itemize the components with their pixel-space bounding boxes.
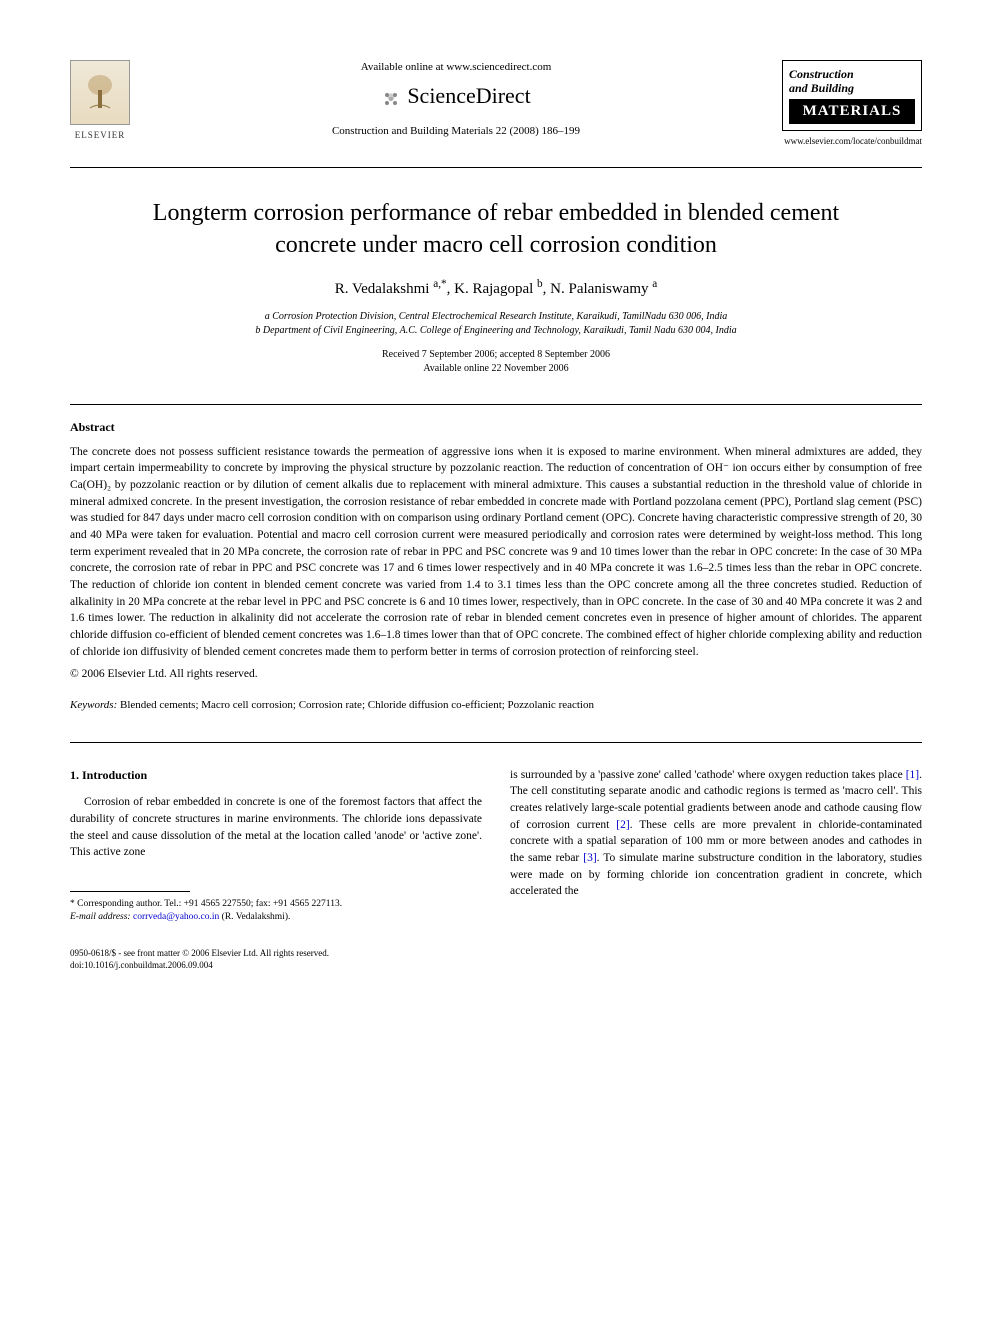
journal-logo-line1: Construction — [789, 67, 915, 81]
footer-front-matter: 0950-0618/$ - see front matter © 2006 El… — [70, 948, 922, 960]
available-online-text: Available online at www.sciencedirect.co… — [361, 60, 552, 75]
affiliation-a: a Corrosion Protection Division, Central… — [70, 310, 922, 324]
intro-heading: 1. Introduction — [70, 767, 482, 784]
article-title: Longterm corrosion performance of rebar … — [110, 198, 882, 260]
header-row: ELSEVIER Available online at www.science… — [70, 60, 922, 147]
journal-url: www.elsevier.com/locate/conbuildmat — [782, 135, 922, 148]
footer: 0950-0618/$ - see front matter © 2006 El… — [70, 948, 922, 971]
header-rule — [70, 167, 922, 168]
left-column: 1. Introduction Corrosion of rebar embed… — [70, 767, 482, 925]
authors-list: R. Vedalakshmi a,*, K. Rajagopal b, N. P… — [70, 277, 922, 300]
footnote-separator — [70, 891, 190, 892]
journal-logo-line2: and Building — [789, 81, 915, 95]
footnote-email-tail: (R. Vedalakshmi). — [222, 912, 291, 922]
keywords-label: Keywords: — [70, 699, 117, 711]
affiliations: a Corrosion Protection Division, Central… — [70, 310, 922, 338]
abstract-copyright: © 2006 Elsevier Ltd. All rights reserved… — [70, 666, 922, 682]
dates-received: Received 7 September 2006; accepted 8 Se… — [70, 348, 922, 362]
header-center: Available online at www.sciencedirect.co… — [130, 60, 782, 140]
publisher-name: ELSEVIER — [75, 129, 126, 142]
elsevier-tree-icon — [70, 60, 130, 125]
footnote-email-line: E-mail address: corrveda@yahoo.co.in (R.… — [70, 911, 482, 924]
abstract-text: The concrete does not possess sufficient… — [70, 444, 922, 661]
footnote-email-label: E-mail address: — [70, 912, 131, 922]
footnote-email-link[interactable]: corrveda@yahoo.co.in — [133, 912, 219, 922]
keywords-rule — [70, 742, 922, 743]
ref-link-3[interactable]: [3] — [583, 852, 596, 864]
keywords: Keywords: Blended cements; Macro cell co… — [70, 698, 922, 713]
journal-logo: Construction and Building MATERIALS — [782, 60, 922, 131]
intro-para-right: is surrounded by a 'passive zone' called… — [510, 767, 922, 900]
footer-doi: doi:10.1016/j.conbuildmat.2006.09.004 — [70, 960, 922, 972]
sciencedirect-icon — [381, 87, 401, 107]
journal-logo-line3: MATERIALS — [789, 99, 915, 124]
body-columns: 1. Introduction Corrosion of rebar embed… — [70, 767, 922, 925]
journal-logo-block: Construction and Building MATERIALS www.… — [782, 60, 922, 147]
right-column: is surrounded by a 'passive zone' called… — [510, 767, 922, 925]
journal-reference: Construction and Building Materials 22 (… — [332, 124, 580, 139]
publisher-logo-block: ELSEVIER — [70, 60, 130, 142]
article-dates: Received 7 September 2006; accepted 8 Se… — [70, 348, 922, 376]
abstract-heading: Abstract — [70, 419, 922, 436]
keywords-text: Blended cements; Macro cell corrosion; C… — [120, 699, 594, 711]
affiliation-b: b Department of Civil Engineering, A.C. … — [70, 324, 922, 338]
dates-online: Available online 22 November 2006 — [70, 362, 922, 376]
corresponding-author-footnote: * Corresponding author. Tel.: +91 4565 2… — [70, 898, 482, 925]
abstract-top-rule — [70, 404, 922, 405]
ref-link-1[interactable]: [1] — [906, 769, 919, 781]
sciencedirect-text: ScienceDirect — [407, 81, 530, 112]
footnote-tel: * Corresponding author. Tel.: +91 4565 2… — [70, 898, 482, 911]
ref-link-2[interactable]: [2] — [616, 819, 629, 831]
intro-para-left: Corrosion of rebar embedded in concrete … — [70, 794, 482, 861]
sciencedirect-brand: ScienceDirect — [381, 81, 530, 112]
